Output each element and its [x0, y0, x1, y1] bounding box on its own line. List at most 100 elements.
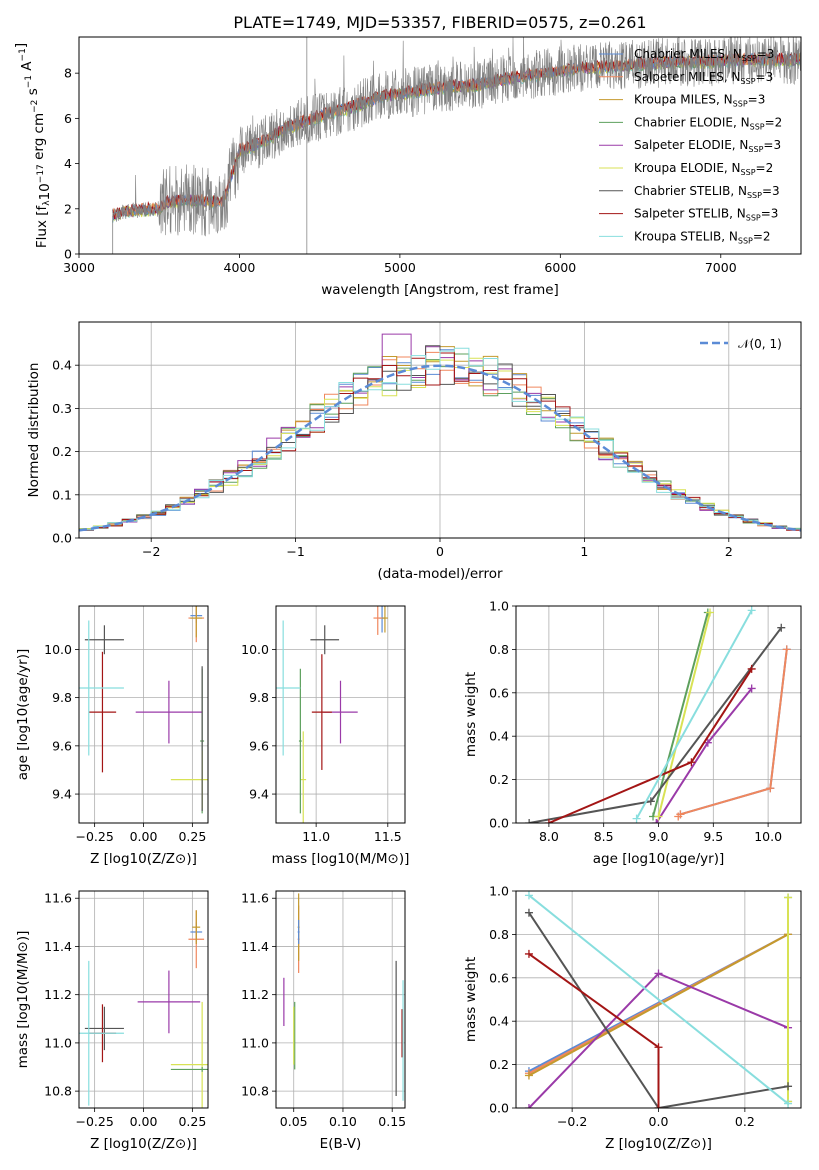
x-axis-label: (data-model)/error	[377, 566, 503, 582]
weight-marker	[524, 1071, 533, 1080]
weight-marker	[777, 623, 786, 632]
chart-title: PLATE=1749, MJD=53357, FIBERID=0575, z=0…	[233, 13, 646, 32]
x-tick-label: 0.2	[735, 1114, 755, 1129]
weight-line	[528, 912, 789, 1108]
weight-line	[652, 612, 709, 817]
age_vs_Z-plot-area	[79, 606, 208, 814]
mass_vs_EBV-plot-area	[283, 893, 404, 1101]
x-tick-label: 0.15	[378, 1114, 406, 1129]
y-tick-label: 9.4	[249, 787, 269, 802]
x-tick-label: −2	[142, 544, 160, 559]
y-tick-label: 0.1	[52, 487, 72, 502]
legend-label: Salpeter STELIB, NSSP=3	[634, 207, 778, 223]
y-tick-label: 1.0	[489, 599, 509, 614]
weight-marker	[654, 1104, 663, 1108]
legend-label: Kroupa ELODIE, NSSP=2	[634, 161, 773, 177]
y-tick-label: 0.6	[489, 685, 509, 700]
y-tick-label: 11.6	[241, 891, 269, 906]
x-axis-label: Z [log10(Z/Z⊙)]	[605, 1136, 712, 1152]
weight-marker	[524, 891, 533, 900]
residuals-frame	[78, 321, 802, 539]
y-tick-label: 10.8	[44, 1084, 72, 1099]
weight-marker	[687, 758, 696, 767]
x-tick-label: 11.0	[302, 829, 330, 844]
age_vs_mass-plot-area	[276, 606, 388, 823]
x-axis-label: Z [log10(Z/Z⊙)]	[90, 851, 197, 867]
y-tick-label: 11.4	[44, 939, 72, 954]
normal-curve	[79, 364, 801, 532]
weight-marker	[706, 608, 715, 617]
legend-label: Kroupa STELIB, NSSP=2	[634, 229, 771, 245]
weight-marker	[524, 1104, 533, 1108]
legend-label: Chabrier STELIB, NSSP=3	[634, 184, 780, 200]
axes-mass_vs_EBV	[272, 891, 405, 1112]
y-tick-label: 0.0	[489, 816, 509, 831]
y-tick-label: 1.0	[489, 884, 509, 899]
x-tick-label: 0.05	[280, 1114, 308, 1129]
weight-marker	[784, 1082, 793, 1091]
weight-marker	[654, 969, 663, 978]
y-axis-label: mass weight	[463, 672, 479, 757]
legend-label: Chabrier ELODIE, NSSP=2	[634, 115, 782, 131]
x-tick-label: −1	[286, 544, 304, 559]
residual-histogram	[79, 347, 801, 533]
x-axis-label: Z [log10(Z/Z⊙)]	[90, 1136, 197, 1152]
x-tick-label: 0.00	[130, 829, 158, 844]
x-tick-label: 8.5	[594, 829, 614, 844]
weight-marker	[654, 812, 663, 821]
x-tick-label: 2	[725, 544, 733, 559]
age_vs_mass-frame	[275, 605, 406, 824]
weight-line	[528, 933, 789, 1077]
y-tick-label: 11.2	[44, 987, 72, 1002]
y-tick-label: 9.6	[249, 738, 269, 753]
y-tick-label: 0.3	[52, 401, 72, 416]
x-tick-label: 0.10	[329, 1114, 357, 1129]
x-tick-label: 0.25	[178, 1114, 206, 1129]
x-tick-label: 6000	[544, 260, 576, 275]
mass_vs_EBV-frame	[275, 890, 406, 1109]
weight-marker	[632, 814, 641, 823]
x-tick-label: −0.2	[557, 1114, 587, 1129]
y-tick-label: 0.2	[52, 444, 72, 459]
y-tick-label: 10.0	[44, 642, 72, 657]
observed-spectrum	[112, 37, 801, 237]
y-axis-label: Flux [fλ10−17 erg cm−2 s−1 A−1]	[13, 43, 53, 248]
mass_vs_Z-plot-area	[79, 910, 208, 1108]
residuals-plot-area	[79, 333, 801, 533]
x-tick-label: 7000	[705, 260, 737, 275]
x-tick-label: 11.5	[374, 829, 402, 844]
x-tick-label: 9.0	[649, 829, 669, 844]
y-tick-label: 0.2	[489, 772, 509, 787]
y-tick-label: 0.4	[489, 729, 509, 744]
weight-marker	[747, 606, 756, 615]
x-tick-label: −0.25	[75, 1114, 113, 1129]
y-tick-label: 11.4	[241, 939, 269, 954]
y-axis-label: age [log10(age/yr)]	[15, 649, 31, 781]
weight-marker	[676, 810, 685, 819]
y-tick-label: 0.8	[489, 642, 509, 657]
weight-line	[657, 612, 711, 817]
legend-label: Salpeter ELODIE, NSSP=3	[634, 138, 781, 154]
weight-marker	[524, 908, 533, 917]
weight-marker	[525, 819, 534, 823]
spectrum-plot-area	[112, 37, 801, 254]
y-tick-label: 0.0	[52, 531, 72, 546]
y-tick-label: 2	[64, 201, 72, 216]
y-tick-label: 0.0	[489, 1101, 509, 1116]
x-axis-label: E(B-V)	[320, 1136, 362, 1152]
age_vs_Z-frame	[78, 605, 209, 824]
model-line	[112, 52, 801, 219]
mass_vs_Z-frame	[78, 890, 209, 1109]
legend-label: Chabrier MILES, NSSP=3	[634, 47, 774, 63]
weight-line	[529, 627, 783, 823]
x-tick-label: 10.0	[754, 829, 782, 844]
x-axis-label: wavelength [Angstrom, rest frame]	[321, 282, 559, 298]
y-tick-label: 11.0	[44, 1035, 72, 1050]
axes-age_vs_Z	[75, 606, 208, 827]
y-tick-label: 0.8	[489, 927, 509, 942]
massweight_vs_age-frame	[515, 605, 802, 824]
y-tick-label: 9.6	[52, 738, 72, 753]
weight-marker	[524, 949, 533, 958]
y-tick-label: 0	[64, 247, 72, 262]
